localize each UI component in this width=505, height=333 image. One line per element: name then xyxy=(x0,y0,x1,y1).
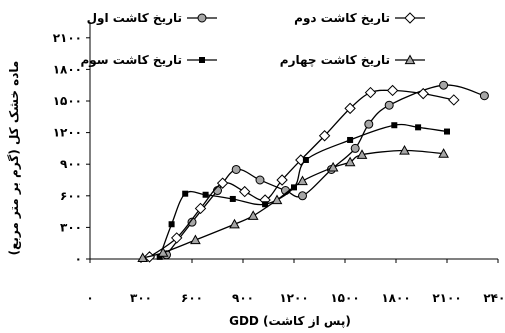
square-point xyxy=(168,221,175,228)
square-point xyxy=(199,57,205,63)
y-tick-label: ۱۵۰۰ xyxy=(53,94,82,108)
x-tick-label: ۹۰۰ xyxy=(232,291,254,305)
x-tick-label: ۱۲۰۰ xyxy=(279,291,308,305)
diamond-point xyxy=(344,102,356,115)
legend-item: تاریخ کاشت دوم xyxy=(294,11,425,26)
square-point xyxy=(229,195,236,202)
square-point xyxy=(262,201,269,208)
circle-point xyxy=(187,217,197,227)
square-point xyxy=(444,128,450,135)
triangle-point xyxy=(229,218,240,229)
triangle-point xyxy=(157,247,169,257)
y-tick-label: ۲۱۰۰ xyxy=(53,31,82,45)
circle-point xyxy=(439,80,449,90)
x-tick-label: ۱۸۰۰ xyxy=(381,291,410,305)
legend: تاریخ کاشت اول تاریخ کاشت دوم تاریخ کاشت س… xyxy=(80,11,425,68)
triangle-point xyxy=(327,161,339,172)
y-tick-label: ۰ xyxy=(75,252,82,266)
diamond-point xyxy=(238,185,251,198)
triangle-point xyxy=(137,252,149,263)
circle-point xyxy=(255,175,265,185)
legend-label: تاریخ کاشت دوم xyxy=(294,11,390,26)
y-tick-label: ۹۰۰ xyxy=(60,157,82,171)
triangle-point xyxy=(404,54,416,65)
legend-item: تاریخ کاشت سوم xyxy=(80,53,217,68)
series-2 xyxy=(143,84,460,263)
diamond-point xyxy=(318,130,331,142)
circle-point xyxy=(231,164,241,174)
diamond-point xyxy=(364,86,377,99)
triangle-point xyxy=(271,194,283,205)
square-point xyxy=(302,156,309,163)
diamond-point xyxy=(276,174,288,186)
legend-label: تاریخ کاشت سوم xyxy=(80,53,182,68)
x-tick-label: ۲۴۰۰ xyxy=(483,291,505,305)
series-3 xyxy=(156,122,450,260)
x-tick-label: ۲۱۰۰ xyxy=(432,291,461,305)
y-tick-label: ۶۰۰ xyxy=(60,189,82,203)
y-tick-label: ۱۸۰۰ xyxy=(53,62,82,76)
circle-point xyxy=(364,119,374,129)
x-ticks: ۰ ۳۰۰ ۶۰۰ ۹۰۰ ۱۲۰۰ ۱۵۰۰ ۱۸۰۰ ۲۱۰۰ ۲۴۰۰ xyxy=(86,259,505,305)
diamond-point xyxy=(404,12,416,24)
legend-label: تاریخ کاشت چهارم xyxy=(280,53,390,68)
square-point xyxy=(415,124,422,131)
circle-point xyxy=(197,13,207,23)
triangle-point xyxy=(247,210,259,220)
triangle-point xyxy=(344,156,356,167)
y-axis-label: ماده خشک کل (گرم بر متر مربع) xyxy=(7,61,22,256)
square-point xyxy=(391,122,398,129)
square-point xyxy=(202,191,209,198)
series-layer xyxy=(137,80,489,263)
diamond-point xyxy=(216,177,229,189)
legend-label: تاریخ کاشت اول xyxy=(87,11,182,26)
diamond-point xyxy=(194,202,207,215)
series-line xyxy=(149,89,454,258)
x-tick-label: ۶۰۰ xyxy=(181,291,203,305)
diamond-point xyxy=(386,84,399,97)
y-ticks: ۰ ۳۰۰ ۶۰۰ ۹۰۰ ۱۲۰۰ ۱۵۰۰ ۱۸۰۰ ۲۱۰۰ xyxy=(53,31,90,266)
series-1 xyxy=(162,80,489,260)
x-tick-label: ۰ xyxy=(86,291,93,305)
x-tick-label: ۱۵۰۰ xyxy=(330,291,359,305)
series-4 xyxy=(137,144,449,263)
y-tick-label: ۱۲۰۰ xyxy=(53,126,82,140)
circle-point xyxy=(350,143,360,153)
diamond-point xyxy=(448,94,460,106)
triangle-point xyxy=(356,149,368,159)
triangle-point xyxy=(297,175,308,186)
x-axis-label: GDD (پس از کاشت) xyxy=(229,314,351,328)
triangle-point xyxy=(438,148,449,158)
circle-point xyxy=(479,91,489,101)
series-line xyxy=(142,149,444,259)
triangle-point xyxy=(190,234,201,245)
diamond-point xyxy=(170,232,183,244)
legend-item: تاریخ کاشت چهارم xyxy=(280,53,425,68)
square-point xyxy=(347,136,354,143)
y-tick-label: ۳۰۰ xyxy=(60,220,82,234)
triangle-point xyxy=(399,144,410,155)
circle-point xyxy=(384,100,394,110)
x-tick-label: ۳۰۰ xyxy=(130,291,152,305)
square-point xyxy=(182,190,189,197)
diamond-point xyxy=(417,87,429,100)
circle-point xyxy=(298,191,307,201)
legend-item: تاریخ کاشت اول xyxy=(87,11,217,26)
